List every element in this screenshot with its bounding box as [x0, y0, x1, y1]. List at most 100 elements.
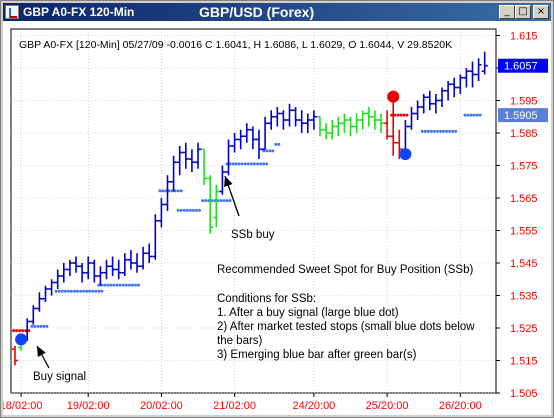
stop-dot [137, 283, 140, 287]
y-tick-label: 1.575 [510, 161, 538, 173]
ohlc-bar [384, 110, 391, 140]
ohlc-bar [73, 256, 79, 273]
x-tick-label: 18/02:00 [3, 400, 43, 412]
ohlc-bar [134, 253, 140, 273]
ohlc-bar [408, 107, 415, 130]
stop-dot [91, 289, 95, 293]
ohlc-bar [469, 61, 476, 88]
ohlc-bar [195, 142, 201, 169]
stop-dot [445, 129, 449, 133]
ohlc-bar [414, 100, 421, 120]
stop-dot [219, 199, 223, 203]
stop-dot [73, 289, 76, 293]
stop-dot [130, 283, 134, 287]
stop-dot [231, 162, 235, 166]
stop-dot [100, 289, 104, 293]
ohlc-bar [109, 256, 116, 276]
ohlc-bar [103, 259, 110, 280]
note-line: the bars) [217, 335, 263, 347]
ohlc-bar [475, 58, 482, 81]
ohlc-bar [12, 345, 18, 366]
stop-dot [228, 199, 232, 203]
note-line: 1. After a buy signal (large blue dot) [217, 307, 399, 319]
stop-dot [85, 289, 89, 293]
ohlc-bar [188, 149, 195, 172]
stop-dot [185, 208, 189, 212]
ohlc-bar [439, 87, 445, 107]
stop-dot [463, 113, 467, 117]
close-button[interactable]: × [533, 5, 549, 19]
ohlc-bar [402, 120, 409, 153]
chart-area[interactable]: 1.505 1.515 1.525 1.535 1.545 1.555 1.565 1.575… [3, 21, 551, 415]
close-icon: × [536, 6, 546, 17]
y-tick-label: 1.615 [510, 31, 538, 43]
ohlc-bar [341, 113, 348, 133]
price-chart[interactable]: 1.505 1.515 1.525 1.535 1.545 1.555 1.565 1.575… [3, 21, 551, 415]
ohlc-bar [335, 116, 342, 137]
stop-dot [246, 162, 250, 166]
stop-dot [176, 208, 180, 212]
ohlc-bar [60, 263, 67, 283]
title-bar[interactable]: GBP A0-FX 120-Min GBP/USD (Forex) _ □ × [3, 3, 551, 21]
signal-dot [15, 333, 28, 346]
stop-dot [277, 142, 281, 146]
x-tick-label: 26/20:00 [439, 400, 482, 412]
y-tick-label: 1.585 [510, 128, 538, 140]
ohlc-bar [158, 198, 165, 228]
buy-signal-label: Buy signal [33, 371, 87, 383]
stop-dot [63, 289, 67, 293]
signal-dot [399, 148, 412, 161]
stop-dot [115, 283, 119, 287]
stop-dot [12, 329, 15, 333]
stop-dot [234, 162, 238, 166]
stop-dot [57, 289, 61, 293]
ohlc-bar [432, 94, 439, 114]
ohlc-bar [359, 110, 366, 130]
ohlc-bar [213, 185, 220, 228]
ohlc-bar [79, 263, 86, 283]
minimize-button[interactable]: _ [499, 5, 515, 19]
y-tick-label: 1.565 [510, 193, 538, 205]
ohlc-bar [256, 129, 262, 159]
stop-dot [88, 289, 92, 293]
ohlc-bar [286, 103, 293, 127]
ohlc-bar [347, 116, 354, 137]
stop-dot [262, 162, 266, 166]
stop-dot [54, 289, 58, 293]
restore-button[interactable]: □ [515, 5, 531, 19]
stop-dot [262, 149, 266, 153]
ohlc-bar [268, 110, 275, 130]
stop-dot [240, 162, 244, 166]
ohlc-bar [152, 214, 159, 260]
stop-dot [195, 208, 198, 212]
stop-dot [451, 129, 455, 133]
stop-dot [399, 113, 403, 117]
stop-dot [36, 324, 40, 328]
ohlc-bar [243, 123, 250, 143]
ohlc-bar [481, 51, 488, 75]
ohlc-bar [97, 266, 104, 286]
note-line: 3) Emerging blue bar after green bar(s) [217, 349, 417, 361]
note-line: 2) After market tested stops (small blue… [217, 321, 475, 333]
ssb-buy-label: SSb buy [231, 229, 275, 241]
stop-dot [478, 113, 482, 117]
stop-dot [21, 329, 25, 333]
stop-dot [188, 208, 192, 212]
ohlc-bar [426, 90, 433, 111]
note-line: Conditions for SSb: [217, 293, 317, 305]
y-tick-label: 1.555 [510, 226, 538, 238]
chart-app-icon[interactable] [5, 5, 19, 19]
stop-dot [201, 199, 205, 203]
stop-dot [265, 149, 269, 153]
stop-dot [252, 162, 256, 166]
ohlc-bar [30, 305, 37, 325]
ohlc-bar [140, 246, 147, 270]
stop-dot [249, 162, 253, 166]
ohlc-bar [225, 139, 232, 176]
ohlc-bar [298, 110, 305, 133]
ohlc-bar [420, 94, 427, 114]
ohlc-bar [249, 126, 256, 150]
ohlc-bar [176, 146, 183, 176]
ohlc-bar [127, 250, 134, 270]
stop-dot [268, 149, 272, 153]
